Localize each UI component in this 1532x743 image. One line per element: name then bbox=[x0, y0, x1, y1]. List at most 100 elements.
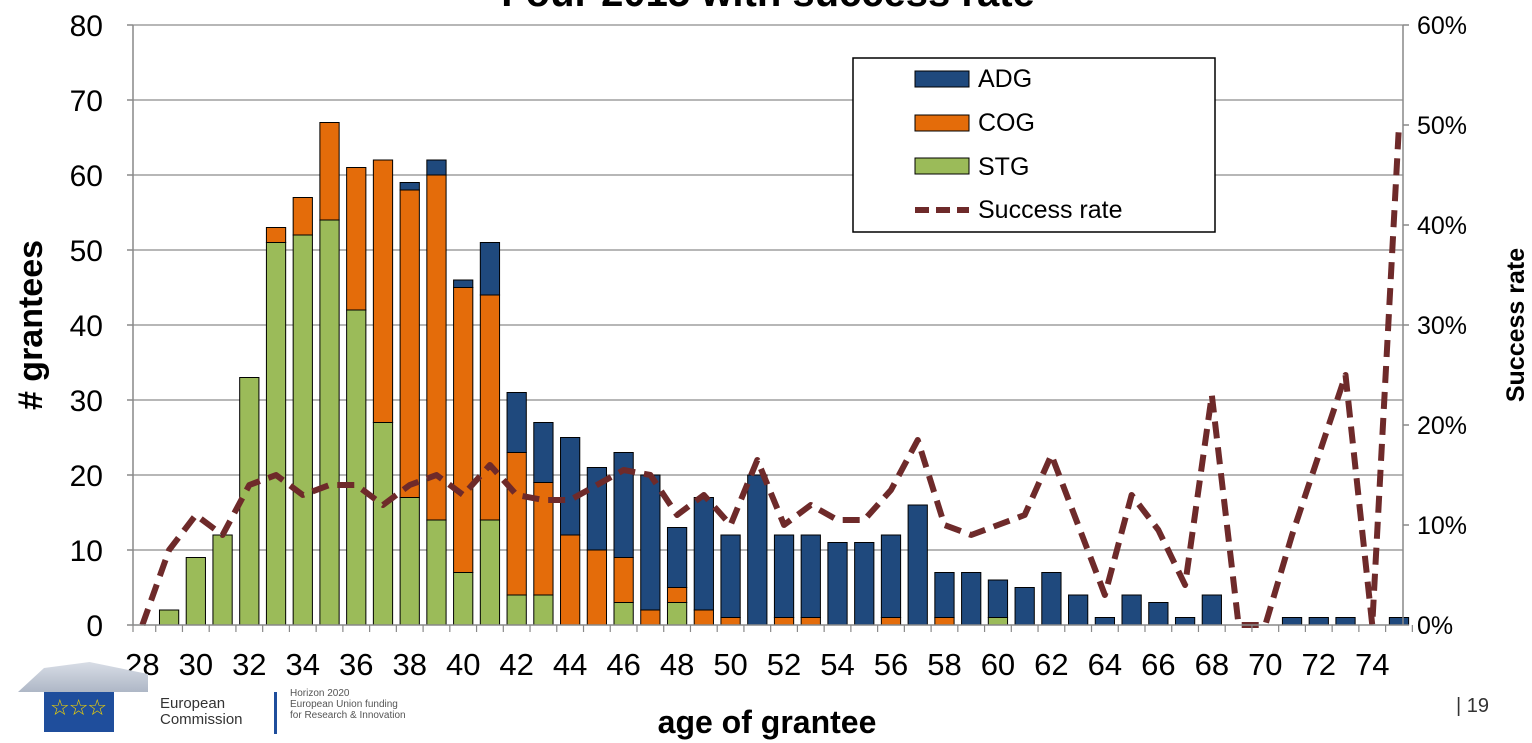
bar-cog-58 bbox=[934, 617, 955, 626]
bar-adg-59 bbox=[961, 572, 982, 626]
bar-adg-61 bbox=[1014, 587, 1035, 626]
x-tick-label: 32 bbox=[232, 647, 266, 682]
y-tick-label: 20 bbox=[70, 460, 103, 493]
bar-cog-33 bbox=[265, 227, 287, 243]
x-tick-label: 36 bbox=[339, 647, 373, 682]
legend: ADG COG STG Success rate bbox=[852, 57, 1216, 233]
y2-tick-label: 0% bbox=[1417, 612, 1453, 640]
x-tick-label: 48 bbox=[660, 647, 694, 682]
bar-cog-36 bbox=[346, 167, 367, 311]
bar-adg-47 bbox=[640, 474, 661, 611]
legend-label-cog: COG bbox=[978, 109, 1035, 137]
x-tick-label: 56 bbox=[874, 647, 908, 682]
x-tick-label: 30 bbox=[179, 647, 213, 682]
bar-stg-46 bbox=[613, 602, 634, 626]
bar-cog-50 bbox=[720, 617, 741, 626]
bar-stg-35 bbox=[319, 219, 340, 626]
organisation-name: European Commission bbox=[160, 696, 243, 728]
bar-adg-58 bbox=[934, 572, 955, 618]
x-tick-label: 34 bbox=[286, 647, 320, 682]
programme-line3: for Research & Innovation bbox=[290, 710, 406, 721]
bar-cog-56 bbox=[880, 617, 902, 626]
berlaymont-building-icon bbox=[18, 662, 148, 692]
bar-cog-48 bbox=[666, 587, 688, 603]
y-tick-label: 10 bbox=[70, 535, 103, 568]
bar-adg-53 bbox=[800, 534, 821, 618]
y2-tick-label: 50% bbox=[1417, 112, 1467, 140]
x-tick-label: 42 bbox=[499, 647, 533, 682]
bar-adg-50 bbox=[720, 534, 741, 618]
bar-stg-34 bbox=[292, 234, 313, 626]
bar-adg-54 bbox=[827, 542, 848, 626]
bar-adg-57 bbox=[907, 504, 928, 626]
y2-tick-label: 20% bbox=[1417, 412, 1467, 440]
y-axis-title: # grantees bbox=[12, 240, 50, 410]
bar-adg-46 bbox=[613, 452, 634, 558]
y-tick-label: 70 bbox=[70, 85, 103, 118]
x-tick-label: 46 bbox=[606, 647, 640, 682]
y-tick-label: 60 bbox=[70, 160, 103, 193]
bar-adg-51 bbox=[747, 474, 768, 626]
bar-adg-55 bbox=[854, 542, 875, 626]
org-name-line1: European bbox=[160, 695, 226, 712]
bar-adg-65 bbox=[1121, 594, 1142, 626]
y-tick-label: 50 bbox=[70, 235, 103, 268]
bar-cog-53 bbox=[800, 617, 821, 626]
x-tick-label: 72 bbox=[1302, 647, 1336, 682]
x-tick-label: 38 bbox=[392, 647, 426, 682]
eu-flag-icon: ☆ ☆ ☆ bbox=[44, 692, 114, 732]
x-tick-labels: 28 30 32 34 36 38 40 42 44 46 48 50 52 54 56 58 60 62 64 66… bbox=[125, 647, 1389, 682]
x-tick-label: 74 bbox=[1355, 647, 1389, 682]
bar-cog-46 bbox=[613, 557, 634, 603]
eu-stars-icon: ☆ ☆ ☆ bbox=[50, 696, 107, 721]
bar-stg-29 bbox=[158, 609, 180, 626]
bar-adg-49 bbox=[693, 497, 714, 611]
y2-tick-label: 40% bbox=[1417, 212, 1467, 240]
bar-adg-68 bbox=[1201, 594, 1222, 626]
x-tick-label: 54 bbox=[820, 647, 854, 682]
bar-adg-45 bbox=[586, 467, 608, 551]
y2-axis-title: Success rate bbox=[1502, 248, 1530, 402]
bar-cog-42 bbox=[506, 452, 527, 596]
bar-stg-40 bbox=[453, 572, 474, 626]
bar-cog-44 bbox=[560, 534, 581, 626]
bar-cog-40 bbox=[453, 287, 474, 573]
legend-label-stg: STG bbox=[978, 153, 1029, 181]
chart-title: Four 2015 with success rate bbox=[501, 0, 1035, 15]
x-tick-label: 68 bbox=[1195, 647, 1229, 682]
y-tick-label: 80 bbox=[70, 10, 103, 43]
y-tick-labels: 0 10 20 30 40 50 60 70 80 bbox=[70, 10, 103, 643]
y2-tick-label: 10% bbox=[1417, 512, 1467, 540]
bar-adg-52 bbox=[773, 534, 795, 618]
bar-stg-60 bbox=[987, 617, 1009, 626]
programme-text: Horizon 2020 European Union funding for … bbox=[290, 688, 406, 721]
bar-cog-47 bbox=[640, 609, 661, 626]
bar-adg-64 bbox=[1094, 617, 1116, 626]
bar-adg-43 bbox=[533, 422, 554, 483]
bar-adg-75 bbox=[1388, 617, 1410, 626]
gridlines bbox=[133, 24, 1403, 551]
footer: ☆ ☆ ☆ European Commission Horizon 2020 E… bbox=[18, 656, 498, 736]
bar-adg-72 bbox=[1308, 617, 1329, 626]
programme-line2: European Union funding bbox=[290, 699, 398, 710]
bar-cog-41 bbox=[479, 294, 501, 521]
bar-stg-38 bbox=[399, 497, 420, 626]
logo-divider bbox=[274, 692, 277, 734]
bar-stg-33 bbox=[265, 242, 287, 626]
bar-cog-45 bbox=[586, 549, 608, 626]
bar-adg-39 bbox=[426, 159, 447, 176]
success-rate-polyline bbox=[139, 124, 1402, 628]
bar-stg-31 bbox=[212, 534, 233, 626]
bar-cog-52 bbox=[773, 617, 795, 626]
axes bbox=[127, 24, 1413, 632]
legend-swatch-cog bbox=[914, 114, 970, 132]
legend-swatch-adg bbox=[914, 70, 970, 88]
x-tick-label: 40 bbox=[446, 647, 480, 682]
bar-adg-66 bbox=[1148, 602, 1169, 626]
x-tick-label: 66 bbox=[1141, 647, 1175, 682]
bar-cog-34 bbox=[292, 197, 313, 236]
x-tick-label: 64 bbox=[1088, 647, 1122, 682]
legend-label-success-rate: Success rate bbox=[978, 196, 1123, 224]
bar-adg-38 bbox=[399, 182, 420, 191]
